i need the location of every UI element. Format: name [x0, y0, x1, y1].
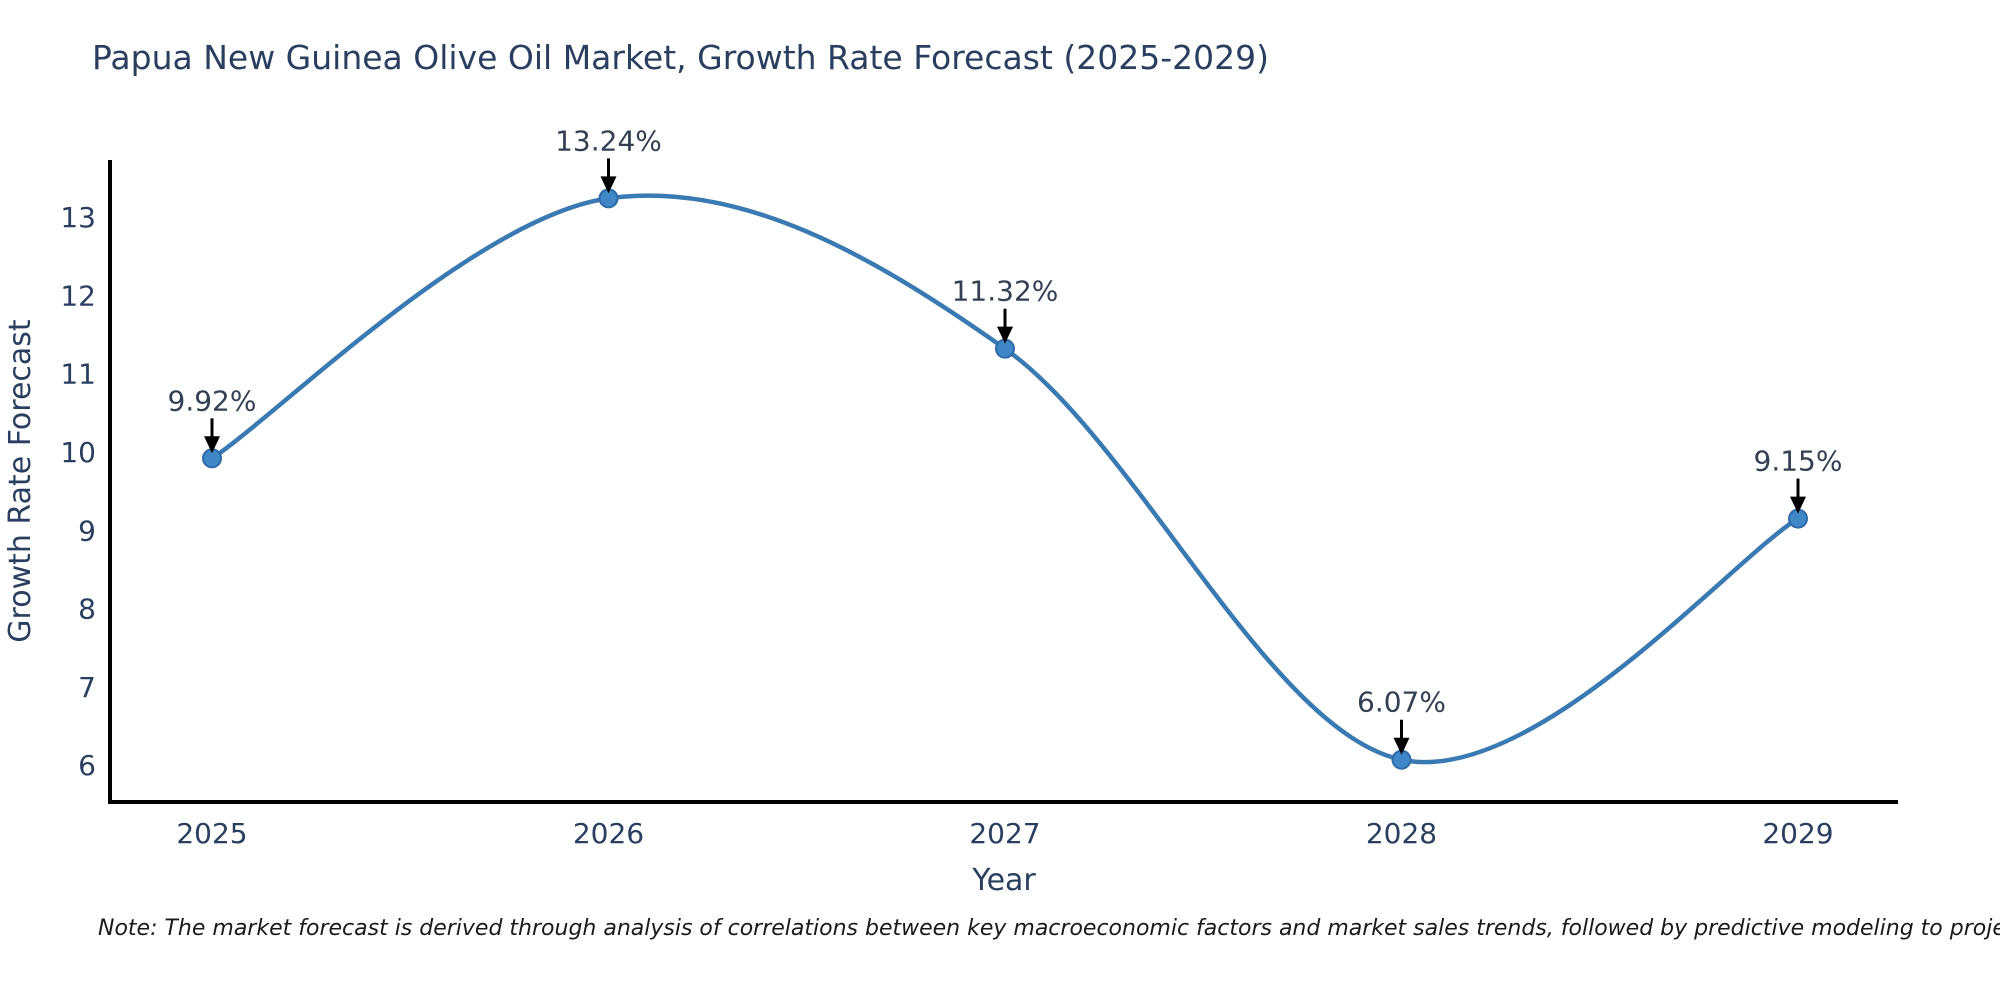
chart-title: Papua New Guinea Olive Oil Market, Growt… — [92, 38, 1269, 77]
data-point-label: 6.07% — [1357, 686, 1446, 719]
annotation-arrowhead-icon — [997, 326, 1013, 344]
y-tick-label: 11 — [60, 358, 96, 391]
y-tick-label: 10 — [60, 436, 96, 469]
data-point-label: 11.32% — [952, 275, 1059, 308]
y-tick-label: 8 — [78, 593, 96, 626]
y-tick-label: 6 — [78, 749, 96, 782]
y-tick-label: 7 — [78, 671, 96, 704]
footnote: Note: The market forecast is derived thr… — [98, 916, 2000, 941]
forecast-line-series — [209, 193, 1801, 765]
annotation-arrowhead-icon — [1393, 737, 1410, 755]
annotation-arrowhead-icon — [204, 436, 220, 454]
y-tick-label: 12 — [60, 279, 96, 312]
annotation-arrowhead-icon — [1790, 496, 1806, 514]
x-tick-label: 2025 — [176, 817, 247, 850]
x-tick-label: 2029 — [1762, 817, 1833, 850]
y-axis-title: Growth Rate Forecast — [3, 319, 38, 643]
y-tick-label: 13 — [60, 201, 96, 234]
x-tick-label: 2027 — [969, 817, 1040, 850]
x-axis-title: Year — [971, 863, 1036, 898]
y-tick-label: 9 — [78, 514, 96, 547]
x-tick-label: 2026 — [573, 817, 644, 850]
data-point-label: 13.24% — [555, 124, 662, 157]
data-point-label: 9.15% — [1754, 445, 1843, 478]
annotation-arrowhead-icon — [600, 176, 617, 194]
x-tick-label: 2028 — [1366, 817, 1437, 850]
data-point-label: 9.92% — [168, 384, 257, 417]
